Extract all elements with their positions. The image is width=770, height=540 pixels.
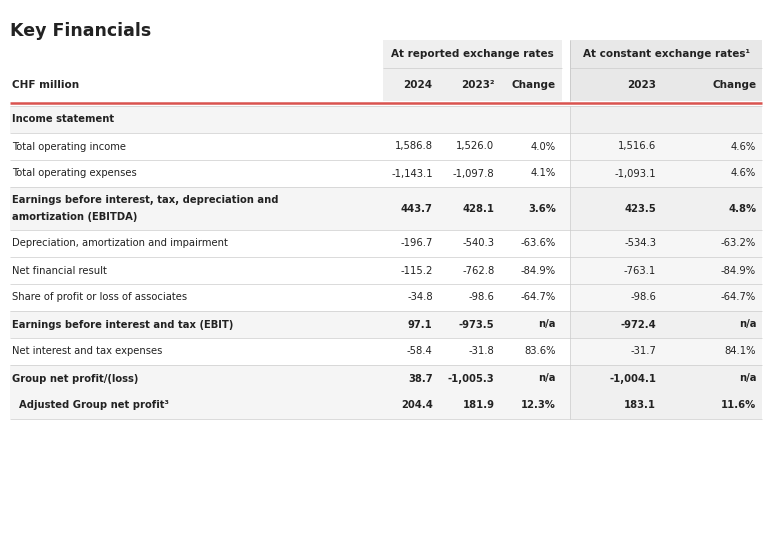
Text: -64.7%: -64.7% xyxy=(721,293,756,302)
Bar xyxy=(10,338,762,365)
Text: Earnings before interest and tax (EBIT): Earnings before interest and tax (EBIT) xyxy=(12,320,234,329)
Text: 38.7: 38.7 xyxy=(408,374,433,383)
Bar xyxy=(570,230,762,257)
Text: 11.6%: 11.6% xyxy=(721,401,756,410)
Text: n/a: n/a xyxy=(538,374,556,383)
Text: -763.1: -763.1 xyxy=(624,266,656,275)
Text: 204.4: 204.4 xyxy=(401,401,433,410)
Text: At reported exchange rates: At reported exchange rates xyxy=(391,49,554,59)
Text: 12.3%: 12.3% xyxy=(521,401,556,410)
Text: -98.6: -98.6 xyxy=(468,293,494,302)
Text: -540.3: -540.3 xyxy=(462,239,494,248)
Text: -31.8: -31.8 xyxy=(469,347,494,356)
Text: 2023: 2023 xyxy=(627,79,656,90)
Text: -1,093.1: -1,093.1 xyxy=(614,168,656,179)
Text: 181.9: 181.9 xyxy=(462,401,494,410)
Text: 1,586.8: 1,586.8 xyxy=(395,141,433,152)
Bar xyxy=(10,311,762,338)
Text: -64.7%: -64.7% xyxy=(521,293,556,302)
Text: 443.7: 443.7 xyxy=(401,204,433,213)
Text: -84.9%: -84.9% xyxy=(521,266,556,275)
Bar xyxy=(10,230,762,257)
Text: Total operating expenses: Total operating expenses xyxy=(12,168,137,179)
Bar xyxy=(10,365,762,392)
Bar xyxy=(570,284,762,311)
Text: 84.1%: 84.1% xyxy=(725,347,756,356)
Text: Net financial result: Net financial result xyxy=(12,266,107,275)
Text: 4.6%: 4.6% xyxy=(731,141,756,152)
Text: -34.8: -34.8 xyxy=(407,293,433,302)
Bar xyxy=(10,284,762,311)
Bar xyxy=(570,338,762,365)
Text: 4.8%: 4.8% xyxy=(728,204,756,213)
Text: 2024: 2024 xyxy=(403,79,433,90)
Text: -31.7: -31.7 xyxy=(630,347,656,356)
Bar xyxy=(570,160,762,187)
Bar xyxy=(570,187,762,230)
Bar xyxy=(570,311,762,338)
Text: -115.2: -115.2 xyxy=(400,266,433,275)
Text: Depreciation, amortization and impairment: Depreciation, amortization and impairmen… xyxy=(12,239,228,248)
Bar xyxy=(10,133,762,160)
Text: Adjusted Group net profit³: Adjusted Group net profit³ xyxy=(12,401,169,410)
Bar xyxy=(570,257,762,284)
Text: 83.6%: 83.6% xyxy=(524,347,556,356)
Text: -973.5: -973.5 xyxy=(459,320,494,329)
Text: -1,005.3: -1,005.3 xyxy=(447,374,494,383)
Text: Earnings before interest, tax, depreciation and: Earnings before interest, tax, depreciat… xyxy=(12,195,279,205)
Text: Total operating income: Total operating income xyxy=(12,141,126,152)
Text: -98.6: -98.6 xyxy=(630,293,656,302)
Bar xyxy=(570,392,762,419)
Text: 1,516.6: 1,516.6 xyxy=(618,141,656,152)
Text: 1,526.0: 1,526.0 xyxy=(456,141,494,152)
Text: 4.0%: 4.0% xyxy=(531,141,556,152)
Text: Share of profit or loss of associates: Share of profit or loss of associates xyxy=(12,293,187,302)
Bar xyxy=(10,160,762,187)
Text: Key Financials: Key Financials xyxy=(10,22,151,40)
Bar xyxy=(570,365,762,392)
Text: Group net profit/(loss): Group net profit/(loss) xyxy=(12,374,139,383)
Text: -1,004.1: -1,004.1 xyxy=(609,374,656,383)
Text: amortization (EBITDA): amortization (EBITDA) xyxy=(12,212,138,222)
Bar xyxy=(570,40,762,101)
Text: -1,097.8: -1,097.8 xyxy=(453,168,494,179)
Text: -1,143.1: -1,143.1 xyxy=(391,168,433,179)
Text: -972.4: -972.4 xyxy=(621,320,656,329)
Text: Change: Change xyxy=(712,79,756,90)
Text: 4.1%: 4.1% xyxy=(531,168,556,179)
Text: n/a: n/a xyxy=(738,320,756,329)
Text: n/a: n/a xyxy=(738,374,756,383)
Text: 183.1: 183.1 xyxy=(624,401,656,410)
Text: 428.1: 428.1 xyxy=(462,204,494,213)
Text: -196.7: -196.7 xyxy=(400,239,433,248)
Bar xyxy=(570,133,762,160)
Text: -63.6%: -63.6% xyxy=(521,239,556,248)
Text: 423.5: 423.5 xyxy=(624,204,656,213)
Bar xyxy=(10,106,762,133)
Text: Income statement: Income statement xyxy=(12,114,115,125)
Bar xyxy=(10,392,762,419)
Text: 2023²: 2023² xyxy=(460,79,494,90)
Text: Change: Change xyxy=(512,79,556,90)
Bar xyxy=(383,40,562,101)
Text: -84.9%: -84.9% xyxy=(721,266,756,275)
Text: -534.3: -534.3 xyxy=(624,239,656,248)
Text: 97.1: 97.1 xyxy=(408,320,433,329)
Bar xyxy=(570,106,762,133)
Text: n/a: n/a xyxy=(538,320,556,329)
Text: At constant exchange rates¹: At constant exchange rates¹ xyxy=(583,49,749,59)
Text: 4.6%: 4.6% xyxy=(731,168,756,179)
Bar xyxy=(10,187,762,230)
Text: -63.2%: -63.2% xyxy=(721,239,756,248)
Text: -762.8: -762.8 xyxy=(462,266,494,275)
Bar xyxy=(10,257,762,284)
Text: Net interest and tax expenses: Net interest and tax expenses xyxy=(12,347,162,356)
Text: CHF million: CHF million xyxy=(12,79,79,90)
Text: 3.6%: 3.6% xyxy=(528,204,556,213)
Text: -58.4: -58.4 xyxy=(407,347,433,356)
